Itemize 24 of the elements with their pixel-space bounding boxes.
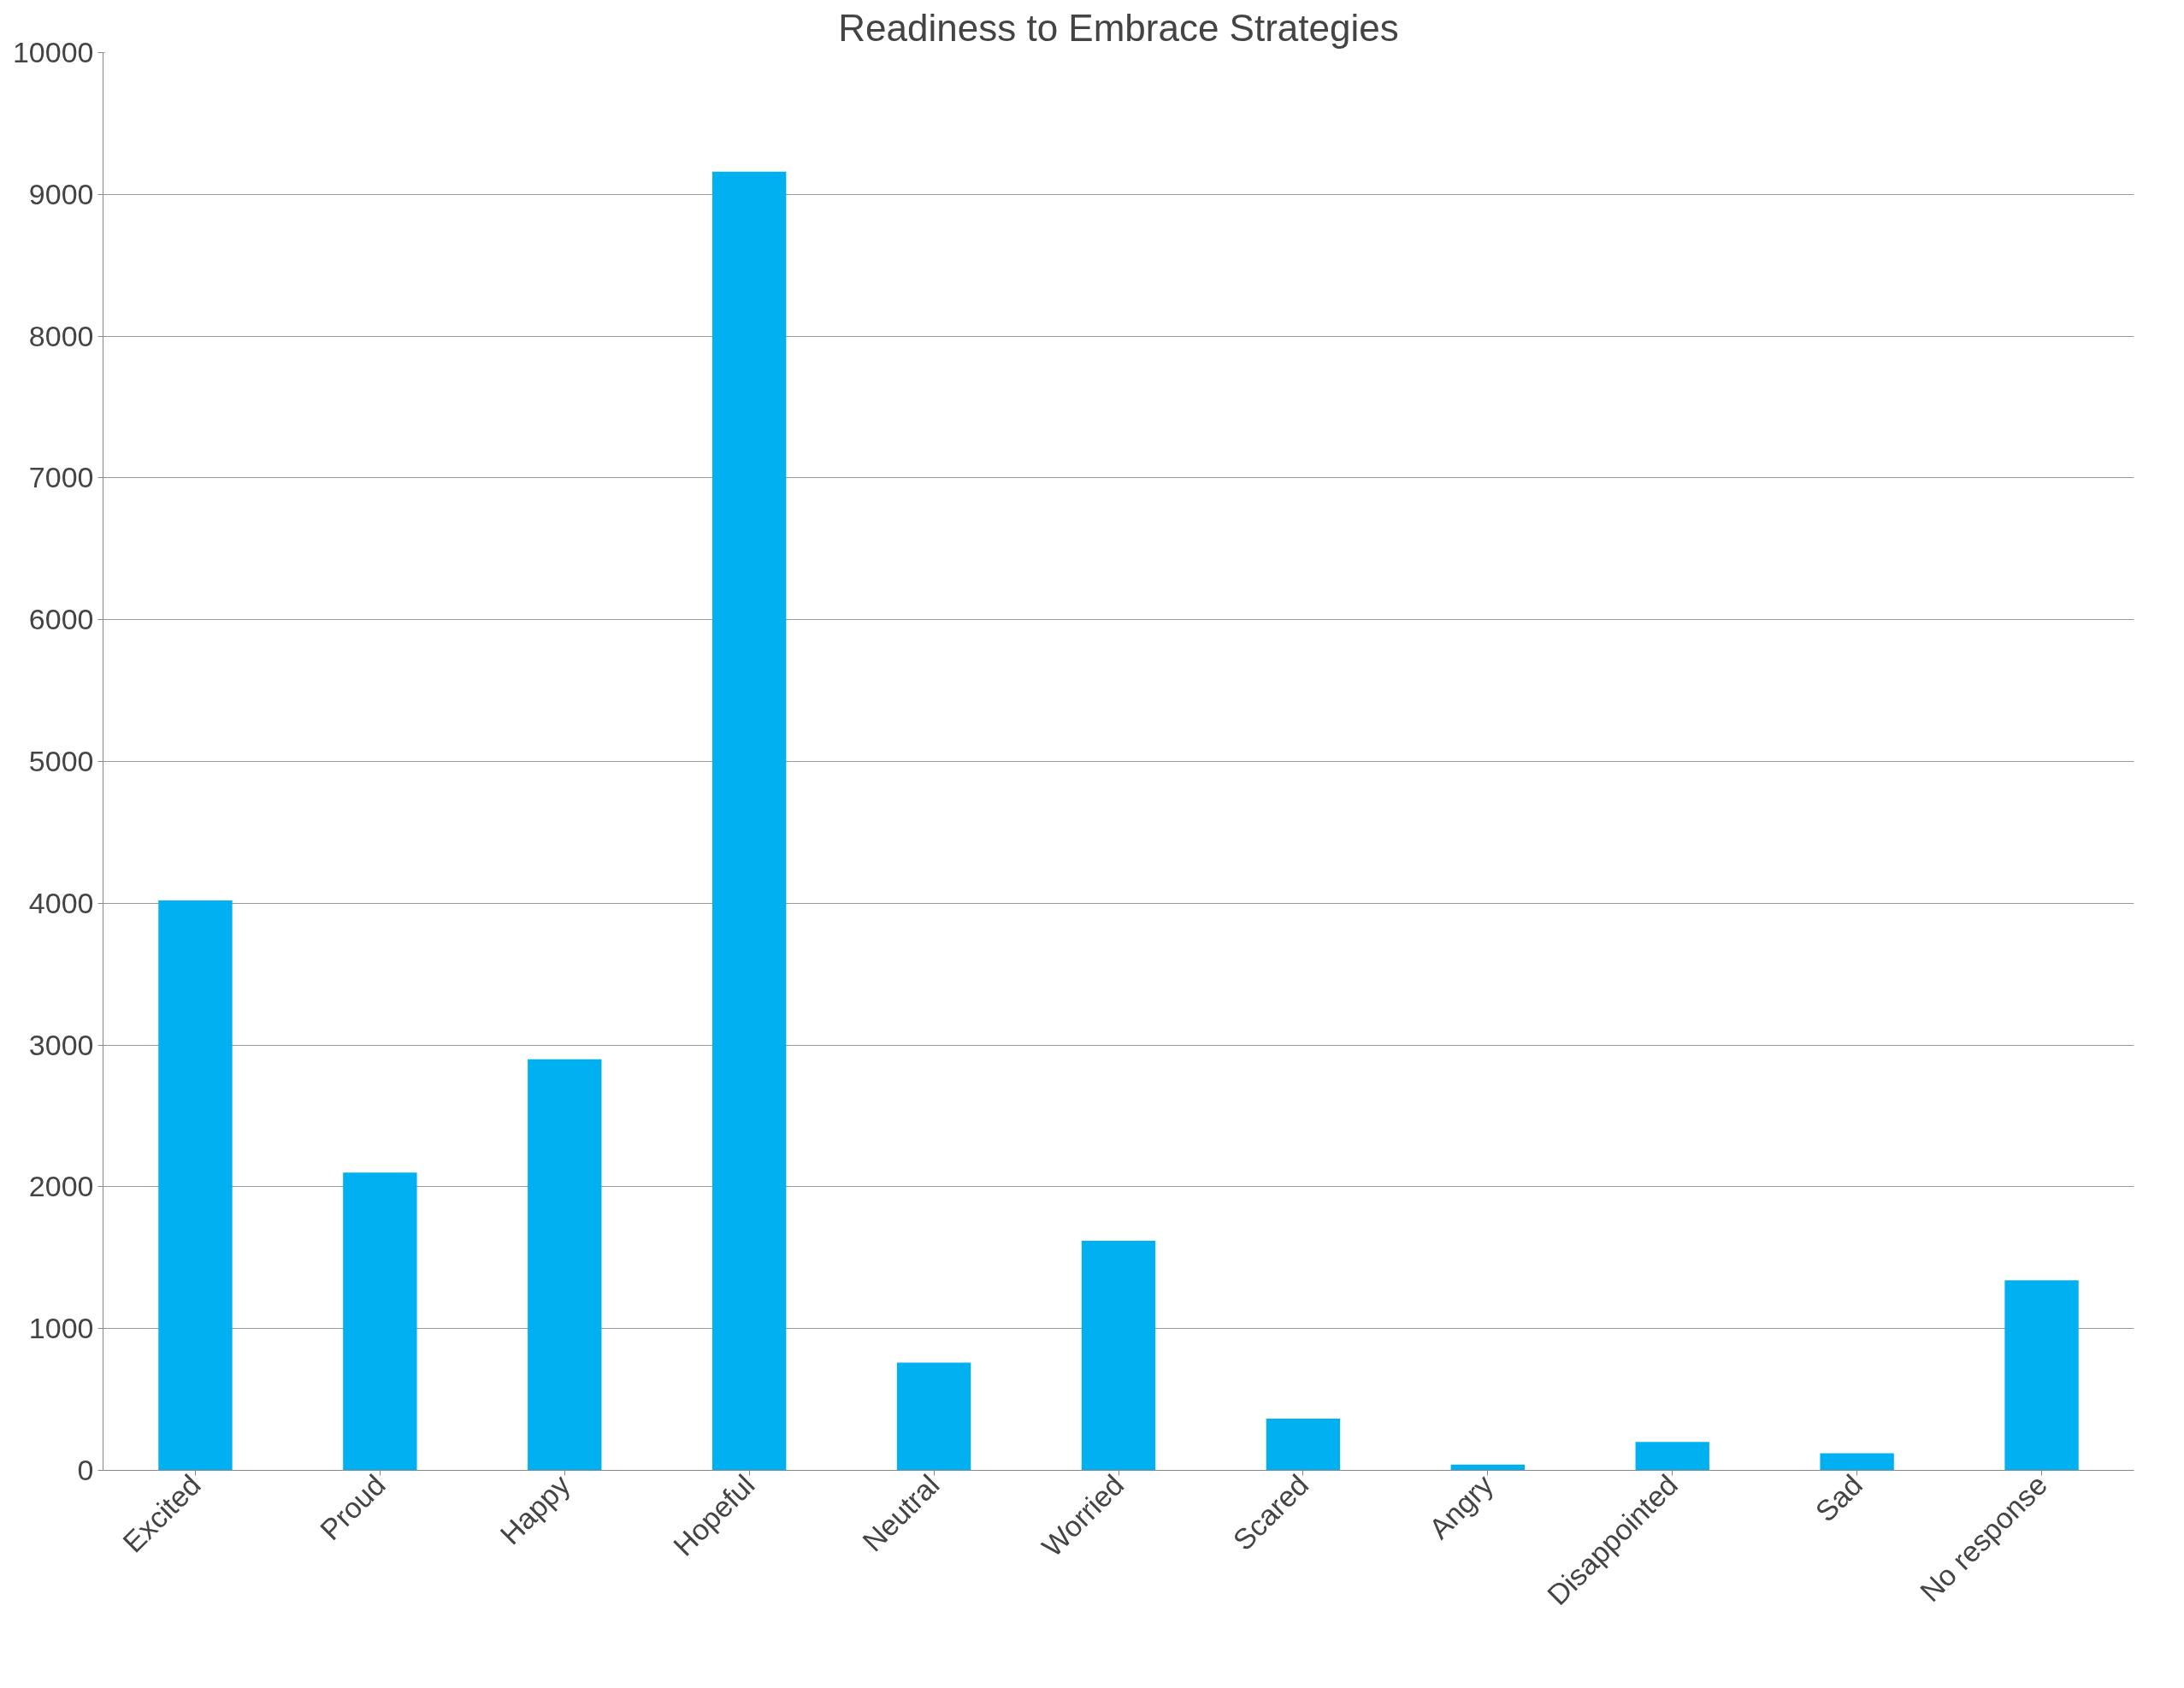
y-tick-label: 10000 [12, 36, 94, 68]
bar [528, 1059, 602, 1471]
bar [158, 900, 233, 1471]
chart-title: Readiness to Embrace Strategies [838, 6, 1399, 49]
bar [2004, 1280, 2079, 1471]
y-tick-label: 3000 [28, 1028, 94, 1061]
bar [712, 171, 787, 1471]
bar [1450, 1464, 1525, 1471]
y-tick-label: 5000 [28, 745, 94, 777]
y-tick-label: 8000 [28, 319, 94, 352]
y-tick-label: 7000 [28, 461, 94, 494]
bar [343, 1172, 417, 1471]
x-tick-label: Sad [1809, 1468, 1869, 1528]
bar [1635, 1442, 1709, 1471]
y-tick-label: 0 [77, 1454, 94, 1486]
bar [1266, 1418, 1341, 1471]
y-tick-label: 4000 [28, 886, 94, 919]
bar [1081, 1240, 1156, 1471]
y-tick-label: 2000 [28, 1170, 94, 1203]
y-tick-label: 1000 [28, 1312, 94, 1345]
y-tick-label: 9000 [28, 177, 94, 210]
bar [1820, 1453, 1894, 1471]
bar [896, 1362, 971, 1471]
y-tick-label: 6000 [28, 603, 94, 636]
